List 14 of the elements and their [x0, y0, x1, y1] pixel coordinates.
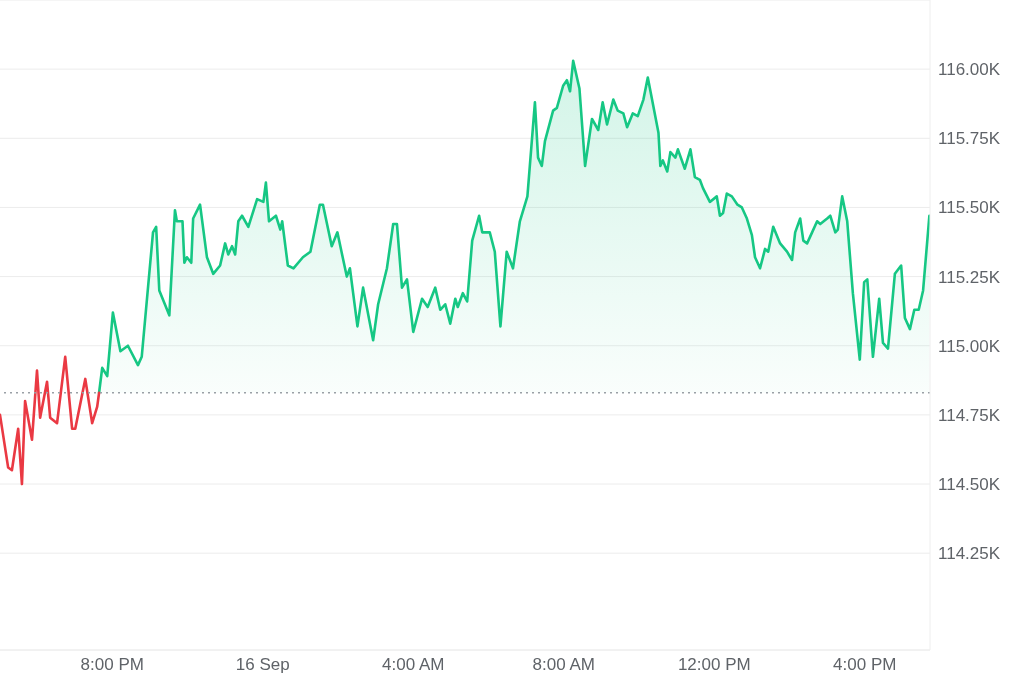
y-tick-label: 115.75K	[938, 129, 1001, 149]
y-tick-label: 115.50K	[938, 198, 1001, 218]
y-tick-label: 115.25K	[938, 267, 1001, 287]
x-tick-label: 4:00 PM	[833, 655, 897, 675]
y-tick-label: 114.25K	[938, 544, 1001, 564]
y-tick-label: 115.00K	[938, 336, 1001, 356]
x-tick-label: 12:00 PM	[677, 655, 751, 675]
x-tick-label: 16 Sep	[235, 655, 290, 675]
y-tick-label: 116.00K	[938, 60, 1001, 80]
x-tick-label: 8:00 PM	[80, 655, 144, 675]
y-tick-label: 114.75K	[938, 405, 1001, 425]
y-tick-label: 114.50K	[938, 475, 1001, 495]
x-tick-label: 4:00 AM	[382, 655, 445, 675]
x-tick-label: 8:00 AM	[532, 655, 595, 675]
